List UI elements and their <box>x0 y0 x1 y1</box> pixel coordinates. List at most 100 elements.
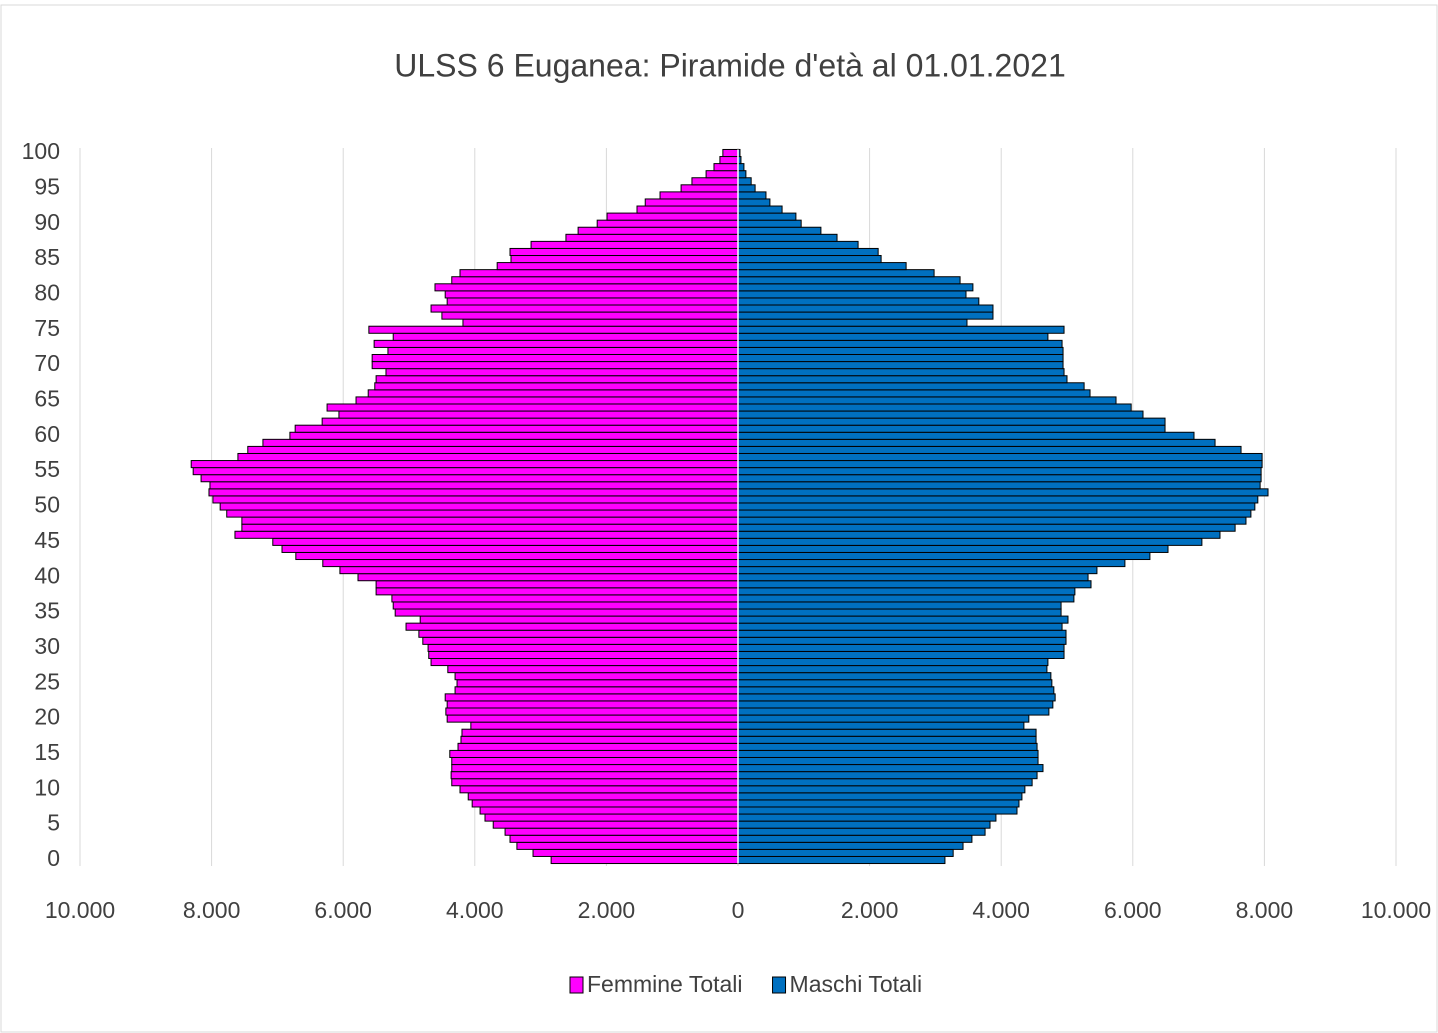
bar <box>392 601 739 610</box>
bar <box>737 318 968 327</box>
bar <box>367 389 739 398</box>
bar <box>459 785 739 794</box>
y-tick-label: 100 <box>22 138 60 164</box>
bar <box>737 700 1054 709</box>
bar <box>484 813 739 822</box>
bar <box>737 233 838 242</box>
bar <box>281 544 739 553</box>
bar <box>722 148 739 158</box>
bar <box>449 749 739 758</box>
bar <box>737 474 1262 483</box>
bar <box>295 551 739 561</box>
bar <box>496 262 739 271</box>
bar <box>450 771 739 780</box>
bar <box>737 297 980 306</box>
bar <box>719 156 739 165</box>
bar <box>434 283 739 292</box>
x-tick-label: 0 <box>732 897 745 923</box>
y-tick-label: 0 <box>47 845 60 871</box>
bar <box>457 742 739 751</box>
bar <box>659 191 739 200</box>
bar <box>737 608 1062 617</box>
y-tick-label: 35 <box>34 598 60 624</box>
bar <box>737 184 756 193</box>
bar <box>737 346 1064 355</box>
bar <box>459 269 739 278</box>
bar <box>737 396 1117 405</box>
bar <box>445 707 739 716</box>
bar <box>532 848 739 857</box>
bar <box>454 672 739 681</box>
x-tick-label: 4.000 <box>446 897 504 923</box>
bar <box>479 806 739 815</box>
bar <box>444 290 739 299</box>
y-tick-label: 50 <box>34 492 60 518</box>
bar <box>737 756 1039 766</box>
bar <box>737 636 1067 645</box>
bar <box>737 594 1075 603</box>
bar <box>444 693 739 702</box>
bar <box>737 848 954 857</box>
bar <box>339 566 739 575</box>
bar <box>737 566 1098 575</box>
bar <box>737 467 1262 476</box>
bar <box>737 813 997 822</box>
bar <box>737 502 1256 511</box>
bar <box>737 382 1085 391</box>
bar <box>713 163 739 172</box>
bar <box>375 580 739 589</box>
bar <box>530 240 739 249</box>
bar <box>737 764 1044 773</box>
bar <box>509 247 739 257</box>
y-tick-label: 45 <box>34 527 60 553</box>
bar <box>422 636 739 645</box>
bar <box>737 580 1092 589</box>
bar <box>737 601 1062 610</box>
bar <box>705 170 739 179</box>
bar <box>208 488 739 497</box>
x-tick-label: 4.000 <box>972 897 1030 923</box>
bar <box>357 573 739 582</box>
legend-swatch <box>772 976 787 994</box>
bar <box>294 424 739 433</box>
bar <box>737 495 1259 504</box>
bar <box>737 219 802 228</box>
bar <box>241 516 739 525</box>
bar <box>737 721 1025 730</box>
bar <box>451 756 739 766</box>
bar <box>371 361 739 370</box>
bar <box>737 665 1048 674</box>
bar <box>462 318 739 327</box>
bar <box>737 629 1067 638</box>
bar <box>644 198 739 207</box>
bar <box>737 693 1056 702</box>
bar <box>405 622 739 631</box>
bar <box>272 537 739 546</box>
bar <box>577 226 739 235</box>
bar <box>737 686 1055 695</box>
bar <box>394 608 739 617</box>
bar <box>737 707 1050 716</box>
bar <box>737 742 1038 751</box>
y-tick-label: 15 <box>34 739 60 765</box>
bar <box>737 452 1263 462</box>
bar <box>192 467 739 476</box>
y-tick-label: 75 <box>34 315 60 341</box>
bar <box>737 445 1242 454</box>
bar <box>467 792 739 801</box>
bar <box>430 658 739 667</box>
bar <box>451 276 739 285</box>
bar <box>565 233 739 242</box>
bar <box>289 431 739 440</box>
y-tick-label: 55 <box>34 456 60 482</box>
y-tick-label: 10 <box>34 774 60 800</box>
bar <box>461 728 739 737</box>
bar <box>737 841 964 850</box>
x-tick-label: 6.000 <box>1104 897 1162 923</box>
bar <box>737 325 1065 334</box>
bar <box>737 792 1023 801</box>
bar <box>737 311 994 320</box>
bar <box>737 559 1126 568</box>
y-tick-label: 5 <box>47 810 60 836</box>
bar <box>737 170 747 179</box>
